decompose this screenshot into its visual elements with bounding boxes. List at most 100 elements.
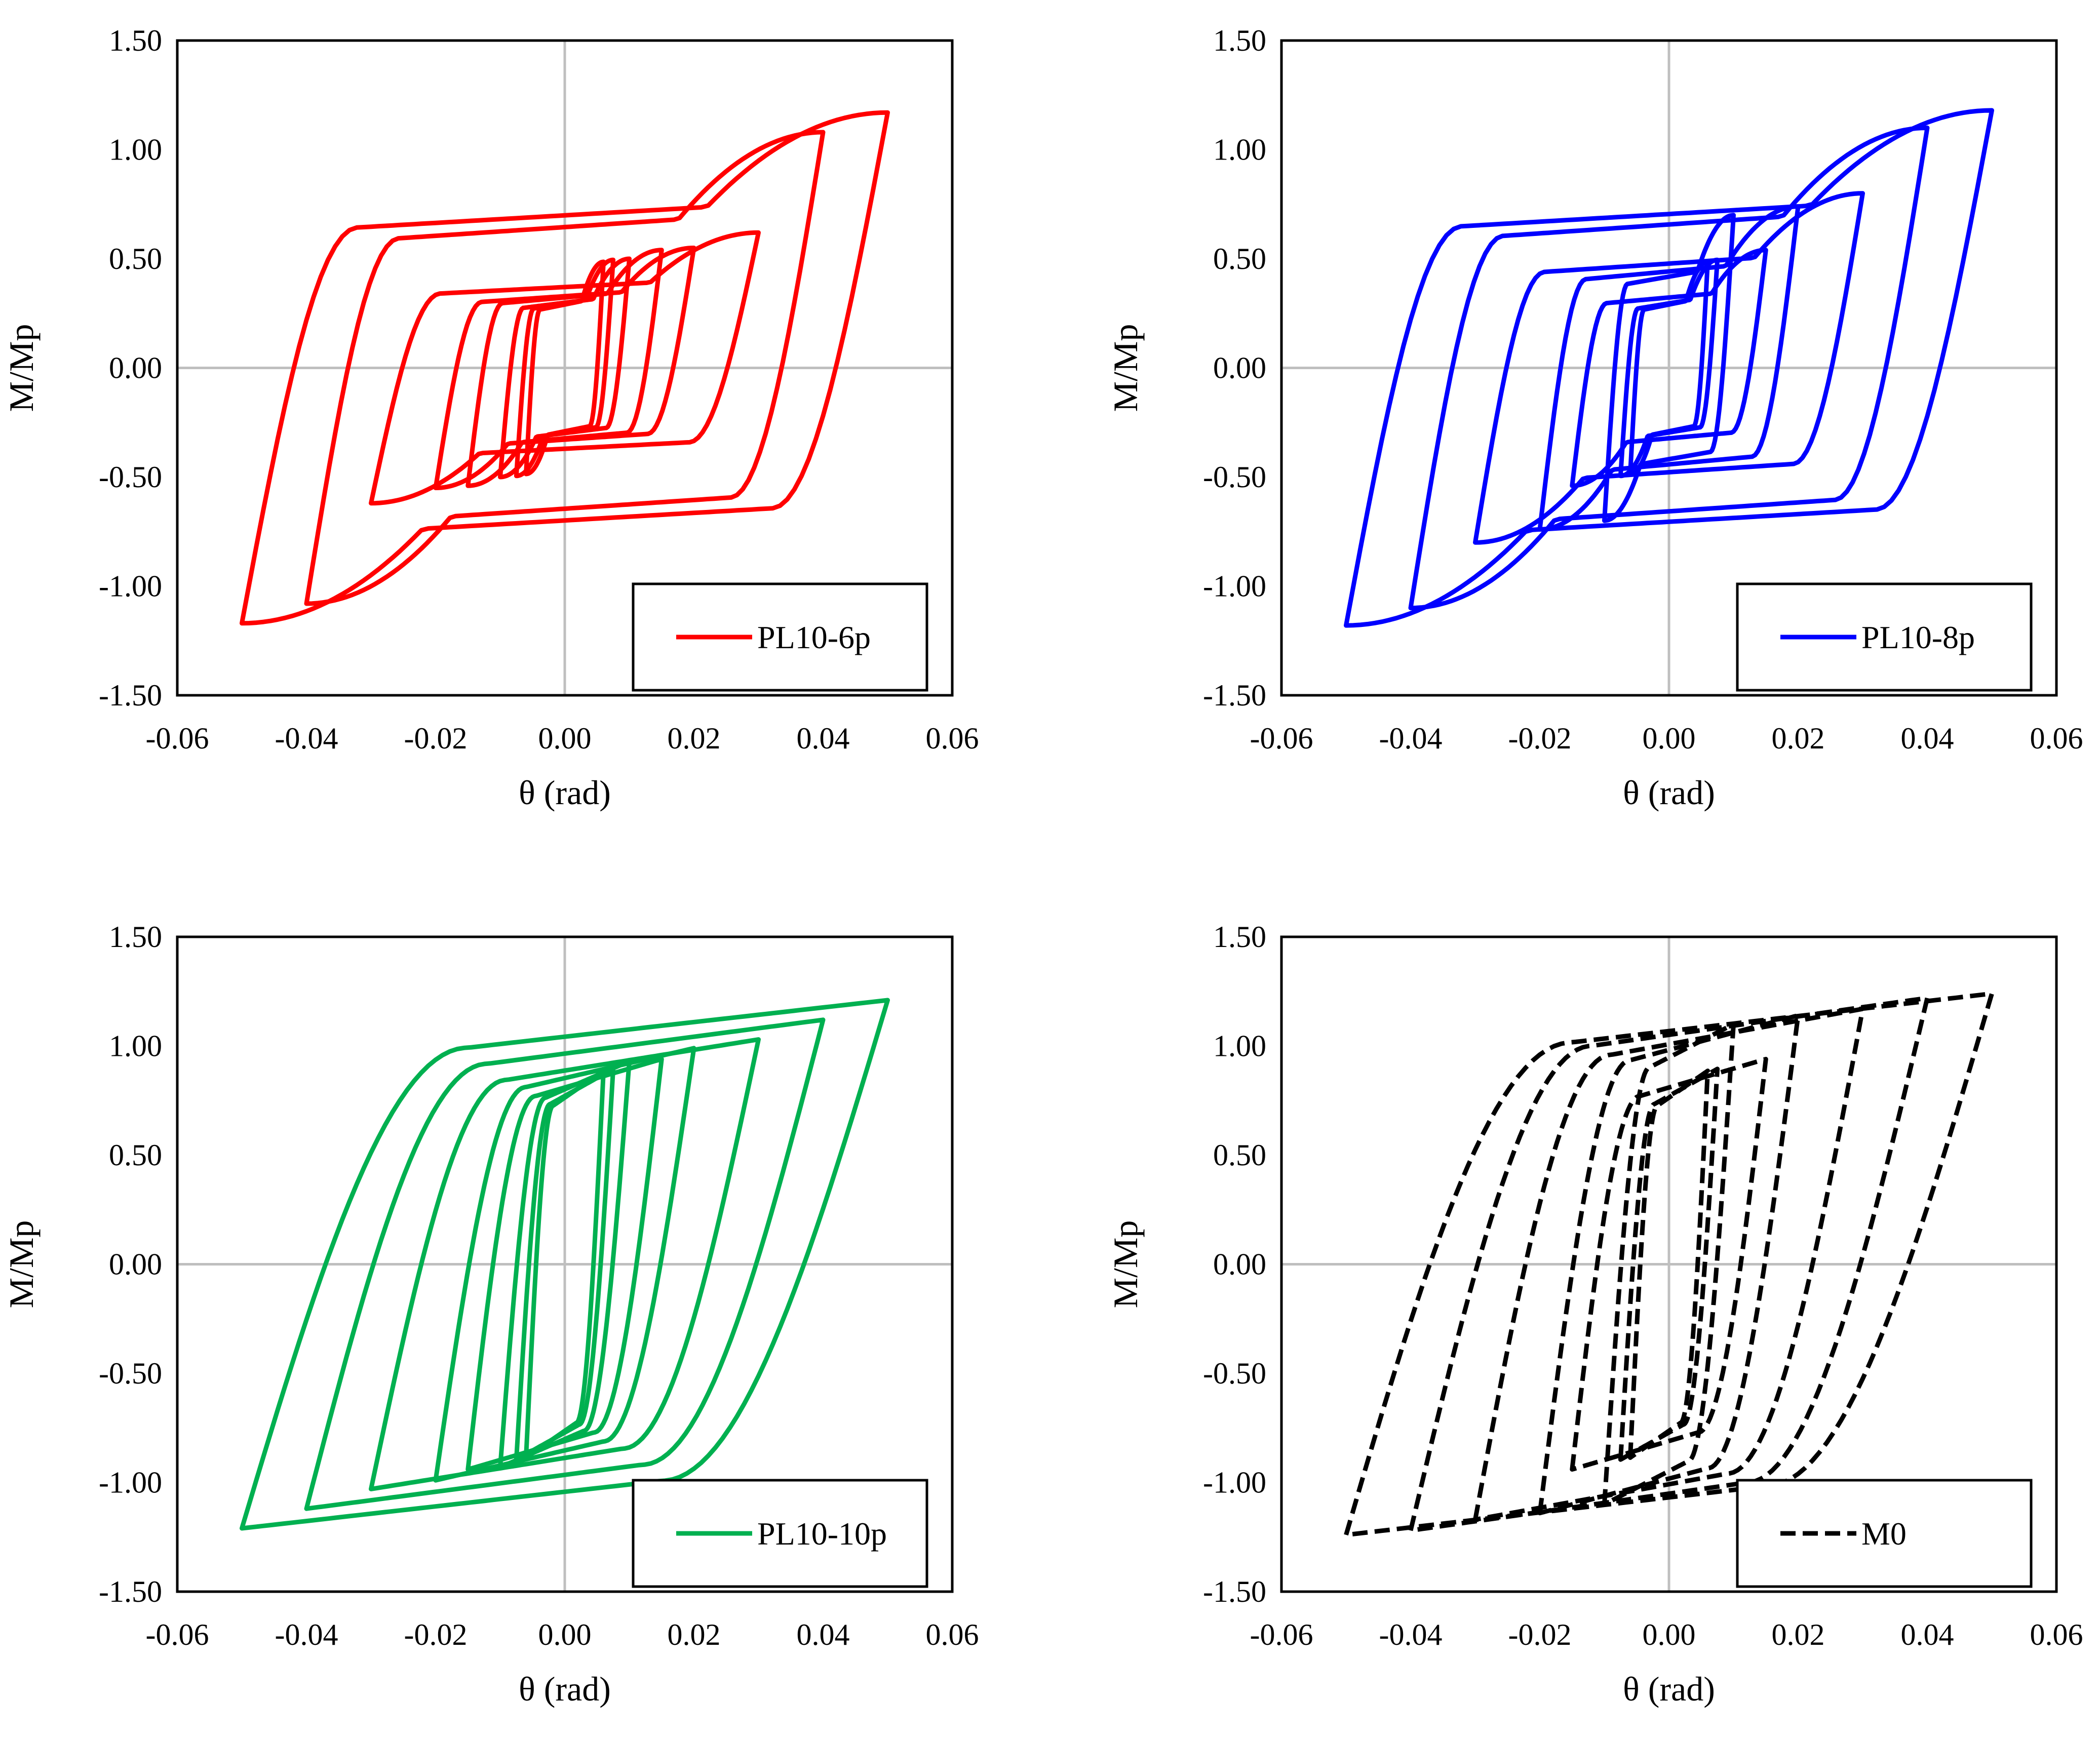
x-tick-label: 0.02	[668, 1618, 721, 1651]
x-tick-label: 0.06	[926, 1618, 979, 1651]
hysteresis-loop	[1473, 191, 1865, 545]
hysteresis-loop	[1344, 108, 1994, 628]
x-tick-label: -0.04	[275, 722, 338, 755]
y-tick-label: 1.50	[109, 920, 162, 954]
y-tick-label: 0.00	[109, 1248, 162, 1281]
chart-panel: 1.50 1.00 0.50 0.00 -0.50 -1.00 -1.50 -0.06 -0.0…	[2, 24, 979, 812]
plot-area-border	[1280, 39, 2058, 697]
legend: PL10-8p	[1736, 582, 2033, 692]
x-tick-label: 0.06	[2030, 722, 2083, 755]
hysteresis-loop	[1344, 991, 1994, 1537]
legend-label: M0	[1861, 1516, 1907, 1552]
hysteresis-loop	[369, 230, 761, 506]
series-PL10-10p	[240, 998, 890, 1531]
x-tick-label: -0.06	[1250, 722, 1313, 755]
x-tick-label: 0.00	[538, 1618, 592, 1651]
plot-area-border	[176, 39, 954, 697]
plot-area-border	[176, 935, 954, 1593]
y-axis-title: M/Mp	[1106, 1220, 1145, 1309]
y-tick-label: -0.50	[1203, 1357, 1266, 1390]
series-PL10-8p	[1344, 108, 1994, 628]
x-tick-label: 0.02	[668, 722, 721, 755]
y-tick-label: 1.00	[1213, 1030, 1266, 1063]
y-axis-title: M/Mp	[2, 1220, 41, 1309]
x-tick-label: -0.06	[146, 722, 209, 755]
x-axis-title: θ (rad)	[1623, 773, 1715, 812]
legend-label: PL10-10p	[757, 1516, 887, 1552]
legend-label: PL10-6p	[757, 619, 871, 655]
hysteresis-loop	[1618, 1066, 1720, 1462]
y-tick-label: -1.00	[99, 570, 162, 603]
y-tick-label: 0.00	[109, 351, 162, 385]
x-tick-label: -0.02	[404, 1618, 468, 1651]
x-tick-label: -0.02	[404, 722, 468, 755]
y-tick-label: -1.00	[99, 1466, 162, 1499]
y-axis-title: M/Mp	[1106, 324, 1145, 412]
legend: PL10-10p	[632, 1479, 928, 1588]
y-tick-label: 1.50	[1213, 920, 1266, 954]
hysteresis-loop	[304, 130, 826, 606]
x-tick-label: 0.00	[538, 722, 592, 755]
legend: M0	[1736, 1479, 2033, 1588]
y-tick-label: -1.00	[1203, 1466, 1266, 1499]
y-tick-label: 1.00	[1213, 133, 1266, 167]
legend-label: PL10-8p	[1861, 619, 1975, 655]
series-M0	[1344, 991, 1994, 1537]
y-tick-label: 0.00	[1213, 1248, 1266, 1281]
y-tick-label: 1.50	[1213, 24, 1266, 57]
y-tick-label: -1.50	[99, 1575, 162, 1608]
hysteresis-loop	[1628, 1069, 1710, 1460]
x-tick-label: -0.06	[1250, 1618, 1313, 1651]
chart-panel: 1.50 1.00 0.50 0.00 -0.50 -1.00 -1.50 -0.06 -0.0…	[1106, 24, 2083, 812]
hysteresis-loop	[465, 1056, 664, 1472]
y-tick-label: 1.00	[109, 1030, 162, 1063]
x-axis-title: θ (rad)	[519, 773, 611, 812]
x-tick-label: 0.04	[797, 722, 850, 755]
x-tick-label: -0.06	[146, 1618, 209, 1651]
x-tick-label: 0.04	[1901, 722, 1954, 755]
hysteresis-loop	[1570, 1056, 1768, 1472]
x-tick-label: -0.02	[1508, 722, 1572, 755]
y-tick-label: -0.50	[1203, 460, 1266, 494]
x-tick-label: 0.06	[926, 722, 979, 755]
y-tick-label: 1.50	[109, 24, 162, 57]
y-tick-label: 0.50	[1213, 242, 1266, 275]
x-tick-label: -0.04	[1379, 1618, 1443, 1651]
x-tick-label: 0.02	[1772, 722, 1825, 755]
x-tick-label: 0.00	[1643, 1618, 1696, 1651]
y-tick-label: 0.50	[109, 1138, 162, 1172]
y-tick-label: -1.50	[1203, 679, 1266, 712]
hysteresis-loop	[304, 1017, 826, 1511]
y-tick-label: -1.50	[1203, 1575, 1266, 1608]
x-tick-label: 0.06	[2030, 1618, 2083, 1651]
y-tick-label: 1.00	[109, 133, 162, 167]
hysteresis-loop	[498, 256, 632, 480]
x-axis-title: θ (rad)	[1623, 1670, 1715, 1708]
y-tick-label: -0.50	[99, 460, 162, 494]
chart-panel: 1.50 1.00 0.50 0.00 -0.50 -1.00 -1.50 -0.06 -0.0…	[2, 920, 979, 1708]
chart-panel: 1.50 1.00 0.50 0.00 -0.50 -1.00 -1.50 -0.06 -0.0…	[1106, 920, 2083, 1708]
y-tick-label: 0.50	[109, 242, 162, 275]
y-tick-label: -1.50	[99, 679, 162, 712]
hysteresis-loop	[369, 1037, 761, 1491]
x-tick-label: 0.04	[797, 1618, 850, 1651]
hysteresis-loop	[1570, 248, 1768, 488]
y-tick-label: 0.00	[1213, 351, 1266, 385]
hysteresis-loop	[240, 998, 890, 1531]
y-tick-label: -0.50	[99, 1357, 162, 1390]
y-tick-label: -1.00	[1203, 570, 1266, 603]
y-axis-title: M/Mp	[2, 324, 41, 412]
x-tick-label: 0.04	[1901, 1618, 1954, 1651]
x-tick-label: 0.00	[1643, 722, 1696, 755]
x-axis-title: θ (rad)	[519, 1670, 611, 1708]
x-tick-label: 0.02	[1772, 1618, 1825, 1651]
hysteresis-loop	[240, 110, 890, 626]
y-tick-label: 0.50	[1213, 1138, 1266, 1172]
series-PL10-6p	[240, 110, 890, 626]
x-tick-label: -0.02	[1508, 1618, 1572, 1651]
x-tick-label: -0.04	[1379, 722, 1443, 755]
hysteresis-loop	[1408, 125, 1930, 611]
hysteresis-loop	[1602, 213, 1736, 523]
plot-area-border	[1280, 935, 2058, 1593]
